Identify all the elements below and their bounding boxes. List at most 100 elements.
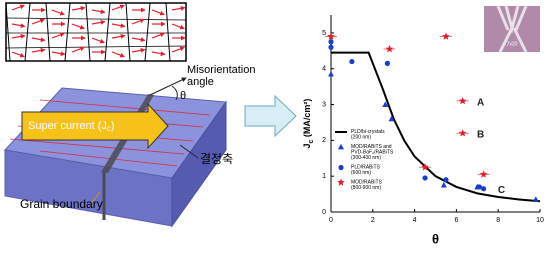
grain-arrow xyxy=(51,51,66,56)
grain-wall xyxy=(85,2,91,62)
x-tick-label: 0 xyxy=(329,217,333,224)
grain-wall xyxy=(104,2,111,62)
legend-swatch xyxy=(338,164,344,171)
current-close: ) xyxy=(111,120,115,132)
inset: 7x20 xyxy=(484,5,540,53)
point xyxy=(421,163,429,171)
point xyxy=(442,32,450,40)
y-tick-label: 3 xyxy=(322,101,326,108)
point xyxy=(440,181,447,188)
grain-wall xyxy=(5,2,11,62)
grain-arrow xyxy=(171,23,185,30)
y-axis-label: Jc (MA/cm²) xyxy=(302,99,314,149)
y-label-part: c xyxy=(308,139,315,143)
grain-arrow xyxy=(11,4,25,11)
chart: 0 2 4 6 8 10 0 1 2 3 4 5 θ Jc (MA/cm²) PLD/bi-crystals… xyxy=(302,15,544,246)
grain-arrow xyxy=(71,46,85,53)
point xyxy=(476,184,482,190)
axis-label: 결정축 xyxy=(200,152,233,166)
x-tick-label: 10 xyxy=(536,217,544,224)
legend-label: PLD/RABiTS (600 nm) xyxy=(351,165,381,177)
grain-arrow xyxy=(31,37,46,42)
x-tick-label: 2 xyxy=(371,217,375,224)
grain-arrow xyxy=(11,23,26,28)
annotation: A xyxy=(477,97,484,108)
grain-arrow xyxy=(71,6,86,11)
boundary-label: Grain boundary xyxy=(20,197,103,211)
grain-arrow xyxy=(11,51,25,58)
grain-arrow xyxy=(91,9,106,14)
grain-arrow xyxy=(111,34,126,39)
grain-arrow xyxy=(171,6,186,11)
grain-arrow xyxy=(31,48,46,53)
grain-wall xyxy=(45,2,51,62)
current-text: Super current (J xyxy=(28,120,107,132)
point xyxy=(328,39,334,45)
grain-arrow xyxy=(51,32,65,39)
x-tick-label: 8 xyxy=(496,217,500,224)
grain-wall xyxy=(64,2,71,62)
grain-arrow xyxy=(131,18,145,25)
grain-arrow xyxy=(51,9,65,16)
point xyxy=(384,60,391,66)
x-axis-label: θ xyxy=(432,231,439,246)
legend-label: PLD/bi-crystals (200 nm) xyxy=(351,129,385,141)
point xyxy=(382,101,389,107)
x-tick-label: 6 xyxy=(454,217,458,224)
grain-arrow xyxy=(111,51,125,58)
point xyxy=(532,196,539,202)
y-tick-label: 1 xyxy=(322,173,326,180)
point xyxy=(480,186,487,192)
grain-structure xyxy=(5,2,187,62)
point xyxy=(479,170,488,178)
annotation: B xyxy=(477,130,484,141)
x-tick-label: 4 xyxy=(413,217,417,224)
grain-arrow xyxy=(31,18,45,25)
legend-label: MOD/RABiTS (800-900 nm) xyxy=(351,180,383,192)
grain-wall xyxy=(5,45,187,49)
grain-arrow xyxy=(171,46,185,53)
y-tick-label: 4 xyxy=(322,66,326,73)
point xyxy=(443,177,449,183)
point xyxy=(458,96,467,105)
point xyxy=(327,32,335,40)
grain-arrow xyxy=(151,51,166,56)
y-tick-label: 5 xyxy=(322,30,326,37)
grain-arrow xyxy=(111,23,126,28)
y-tick-label: 0 xyxy=(322,209,326,216)
grain-wall xyxy=(144,2,151,62)
grain-wall xyxy=(165,2,171,62)
point xyxy=(328,44,334,50)
point xyxy=(328,70,334,77)
flow-arrow xyxy=(244,94,297,138)
legend-swatch xyxy=(338,143,344,150)
grain-wall xyxy=(5,17,187,21)
grain-arrow xyxy=(91,37,105,44)
point xyxy=(349,58,355,65)
grain-arrow xyxy=(11,34,26,39)
point xyxy=(385,45,394,53)
inset-label: 7x20 xyxy=(507,41,518,47)
y-tick-label: 2 xyxy=(322,137,326,144)
annotation: C xyxy=(498,185,505,196)
grain-arrow xyxy=(131,48,146,53)
y-label-part: J xyxy=(302,143,312,148)
grain-arrow xyxy=(151,32,165,39)
grain-arrow xyxy=(91,20,106,25)
theta: θ xyxy=(180,90,186,102)
point xyxy=(388,115,395,122)
grain-arrow xyxy=(71,23,85,30)
angle-label: Misorientation angle xyxy=(187,64,255,88)
current-label: Super current (Jc) xyxy=(28,120,115,133)
grain-arrow xyxy=(111,4,125,11)
grain-arrow xyxy=(151,9,165,16)
grain-wall xyxy=(125,2,131,62)
point xyxy=(458,129,467,137)
grain-wall xyxy=(24,2,31,62)
y-label-part: (MA/cm²) xyxy=(302,99,312,140)
legend-swatch xyxy=(337,178,345,186)
point xyxy=(422,175,428,181)
slab: Misorientation angle θ Super current (Jc)… xyxy=(4,64,255,228)
grain-arrow xyxy=(131,37,146,42)
